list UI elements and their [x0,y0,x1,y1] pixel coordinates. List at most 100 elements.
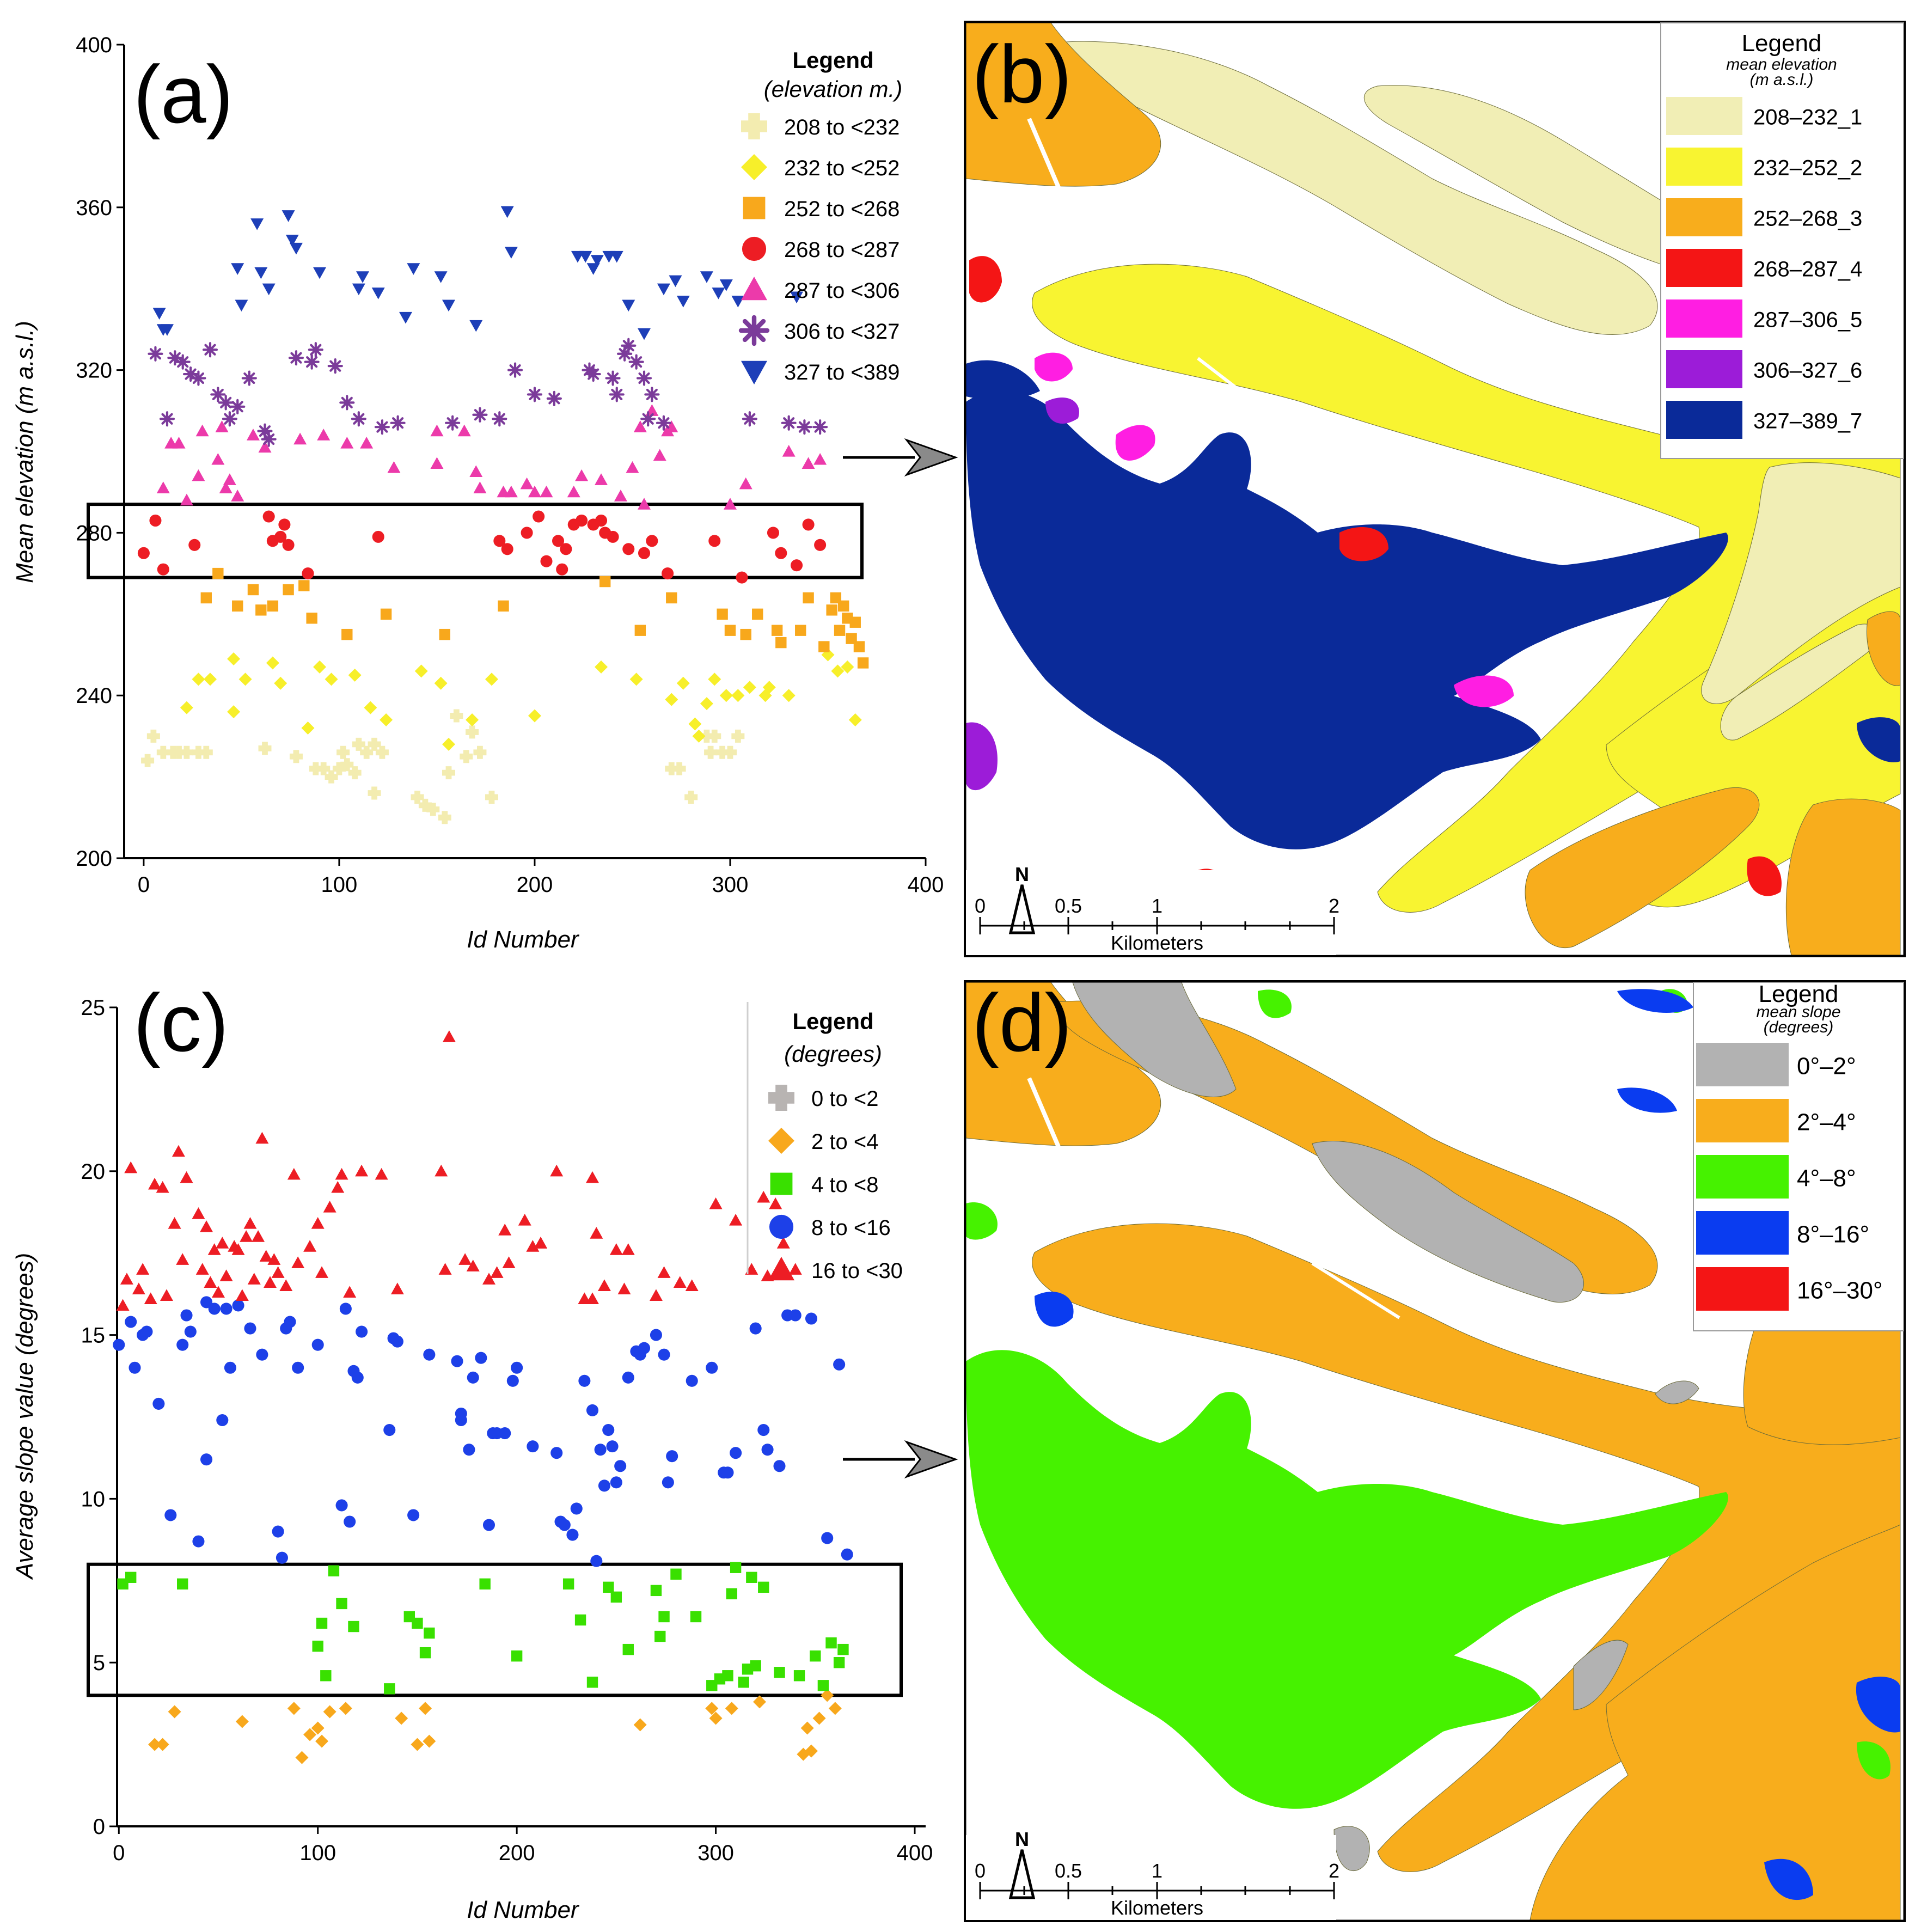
data-point [120,1273,133,1285]
data-point [749,1322,762,1335]
data-point [828,1702,842,1715]
data-point [313,267,327,279]
legend-subtitle-a: (elevation m.) [764,76,902,102]
region-slope-3 [966,1350,1728,1809]
data-point [149,514,162,527]
chart-c: (c) 0 100 200 300 400 0 5 10 15 20 25 Id Number Av… [11,977,958,1923]
data-point [243,1217,257,1229]
data-point [282,539,295,551]
data-point [113,1338,125,1351]
data-point [298,580,310,591]
data-point [274,676,287,690]
data-point [685,1279,699,1291]
region-slope-1c [1655,1380,1699,1404]
data-point [125,1316,137,1328]
data-point [238,672,252,686]
data-point [288,350,304,366]
data-point [244,1322,256,1335]
data-point [303,1240,317,1252]
legend-subtitle-d2: (degrees) [1764,1018,1833,1036]
data-point [360,745,374,759]
data-point [247,1273,261,1285]
data-point [218,395,234,411]
data-point [434,676,448,690]
region-elev-1d [1720,623,1877,741]
scale-unit-d: Kilometers [1111,1897,1203,1919]
legend-label: 327 to <389 [784,360,900,384]
data-point [144,1292,157,1305]
data-point [485,672,498,686]
region-elev-1c [1701,462,1901,704]
highlight-box-a [87,503,864,579]
data-point [317,762,331,775]
data-point [810,1650,821,1662]
legend-subtitle-c: (degrees) [784,1041,882,1067]
data-point [339,1303,352,1315]
data-point [528,709,541,723]
legend-class-label: 232–252_2 [1753,156,1862,180]
data-point [636,370,652,386]
data-point [605,370,621,386]
data-point [450,709,463,723]
data-point [686,1374,698,1387]
x-tick-label: 100 [321,873,358,897]
data-point [284,1316,296,1328]
legend-marker [768,1128,794,1154]
data-point [724,625,736,636]
data-point [482,1273,495,1285]
ticks-a: 0 100 200 300 400 200 240 280 320 360 400 [76,33,944,897]
legend-marker [741,154,767,180]
data-point [426,803,440,816]
data-point [411,1738,424,1751]
data-point [657,283,670,296]
region-slope-4 [1617,989,1693,1013]
data-point [527,387,543,402]
data-point [156,481,170,493]
data-point [762,681,776,694]
scale-tick-0-b: 0 [975,895,986,917]
data-point [325,672,338,686]
x-tick-label: 400 [908,873,944,897]
data-point [805,1312,818,1325]
data-point [289,750,303,763]
data-point [375,1167,388,1180]
data-point [192,1207,205,1219]
data-point [540,485,553,498]
data-point [723,498,737,510]
legend-swatch [1696,1267,1789,1311]
legend-swatch [1666,249,1742,287]
data-point [152,308,166,320]
scale-tick-0-d: 0 [975,1860,986,1882]
legend-label: 2 to <4 [811,1130,878,1154]
data-point [499,1427,511,1440]
north-label-d: N [1015,1828,1029,1850]
data-point [761,1444,774,1456]
data-point [617,1282,631,1294]
legend-class-label: 4°–8° [1797,1165,1856,1192]
data-point [757,1190,770,1203]
data-point [586,1292,599,1305]
highlight-box-c [87,1562,903,1697]
data-point [188,539,201,551]
data-point [781,415,797,431]
data-point [556,563,568,576]
legend-title-c: Legend [792,1008,873,1034]
data-point [752,1695,766,1709]
data-point [782,445,796,457]
data-point [670,1568,682,1580]
data-point [662,567,674,580]
region-slope-4b [1617,1087,1677,1113]
data-point [575,469,589,481]
region-slope-2d [1529,1524,1901,1920]
data-point [562,1578,574,1590]
data-point [341,628,353,640]
data-point [246,429,260,441]
data-point [199,745,213,759]
data-point [740,628,751,640]
scale-bar-b: N 0 0.5 1 2 Kilometers [966,863,1339,955]
data-point [606,1440,619,1453]
region-slope-4e [1764,1858,1813,1900]
scale-unit-b: Kilometers [1111,932,1203,954]
data-point [304,354,320,370]
data-point [364,701,377,714]
